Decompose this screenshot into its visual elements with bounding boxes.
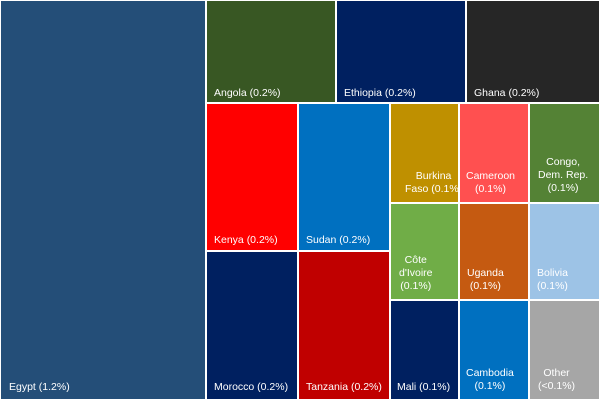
- treemap-cell-label: Other (<0.1%): [538, 367, 576, 392]
- treemap-cell-sudan: Sudan (0.2%): [298, 103, 390, 251]
- treemap-cell-ethiopia: Ethiopia (0.2%): [336, 0, 466, 103]
- treemap-cell-label: Burkina Faso (0.1%): [405, 170, 459, 195]
- treemap-cell-label: Morocco (0.2%): [214, 381, 289, 393]
- treemap-cell-label: Egypt (1.2%): [9, 381, 70, 393]
- treemap-cell-tanzania: Tanzania (0.2%): [298, 251, 390, 400]
- treemap-cell-uganda: Uganda (0.1%): [459, 203, 529, 300]
- treemap-cell-congo-dem-rep: Congo, Dem. Rep. (0.1%): [529, 103, 600, 203]
- treemap-cell-morocco: Morocco (0.2%): [206, 251, 298, 400]
- treemap-cell-label: Ghana (0.2%): [474, 87, 540, 99]
- treemap-cell-label: Angola (0.2%): [214, 87, 281, 99]
- treemap-cell-label: Bolivia (0.1%): [537, 267, 568, 292]
- treemap-cell-ghana: Ghana (0.2%): [466, 0, 600, 103]
- treemap-cell-label: Sudan (0.2%): [306, 234, 371, 246]
- treemap-cell-kenya: Kenya (0.2%): [206, 103, 298, 251]
- treemap-cell-label: Côte d'Ivoire (0.1%): [399, 254, 433, 292]
- treemap-cell-angola: Angola (0.2%): [206, 0, 336, 103]
- treemap-cell-cambodia: Cambodia (0.1%): [459, 300, 529, 400]
- treemap-cell-label: Tanzania (0.2%): [306, 381, 382, 393]
- treemap-cell-label: Mali (0.1%): [397, 381, 451, 393]
- treemap-cell-label: Cambodia (0.1%): [466, 367, 514, 392]
- treemap-cell-label: Uganda (0.1%): [467, 267, 504, 292]
- treemap-cell-bolivia: Bolivia (0.1%): [529, 203, 600, 300]
- treemap-cell-label: Congo, Dem. Rep. (0.1%): [538, 156, 589, 194]
- treemap-cell-label: Kenya (0.2%): [214, 234, 278, 246]
- treemap-cell-label: Cameroon (0.1%): [466, 170, 516, 195]
- treemap-cell-cameroon: Cameroon (0.1%): [459, 103, 529, 203]
- treemap-cell-c-te-d-ivoire: Côte d'Ivoire (0.1%): [390, 203, 459, 300]
- treemap-cell-label: Ethiopia (0.2%): [344, 87, 416, 99]
- treemap-cell-other: Other (<0.1%): [529, 300, 600, 400]
- treemap-cell-mali: Mali (0.1%): [390, 300, 459, 400]
- treemap-cell-burkina-faso: Burkina Faso (0.1%): [390, 103, 459, 203]
- treemap-cell-egypt: Egypt (1.2%): [0, 0, 206, 400]
